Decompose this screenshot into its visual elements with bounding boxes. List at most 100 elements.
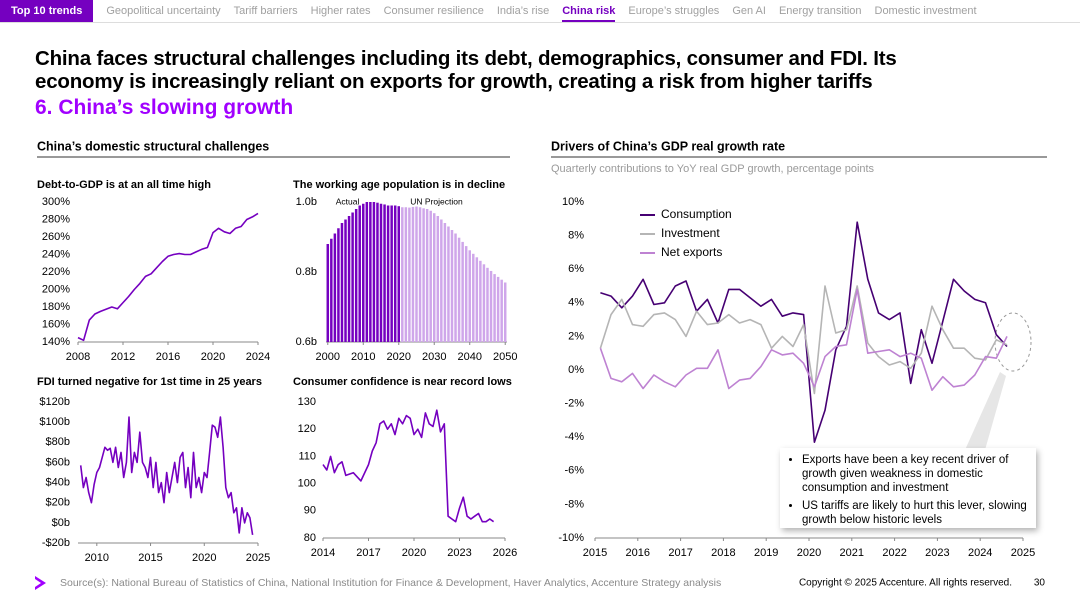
y-tick-label: 0% xyxy=(568,364,584,376)
bar xyxy=(330,238,333,342)
y-tick-label: 280% xyxy=(42,213,70,225)
x-tick-label: 2015 xyxy=(138,552,162,564)
bar xyxy=(496,276,500,342)
callout-bullet: Exports have been a key recent driver of… xyxy=(802,453,1028,495)
bar xyxy=(358,205,361,342)
bar xyxy=(337,228,340,342)
bar xyxy=(351,212,354,342)
data-line xyxy=(600,221,1008,443)
page-number: 30 xyxy=(1034,578,1046,589)
y-tick-label: 160% xyxy=(42,318,70,330)
logo xyxy=(35,576,46,590)
x-tick-label: 2030 xyxy=(422,351,446,363)
y-tick-label: 6% xyxy=(568,263,584,275)
nav-tab[interactable]: Geopolitical uncertainty xyxy=(106,5,221,17)
y-tick-label: 0.8b xyxy=(296,266,317,278)
x-tick-label: 2012 xyxy=(111,351,135,363)
x-tick-label: 2023 xyxy=(447,547,471,559)
x-tick-label: 2000 xyxy=(316,351,340,363)
y-tick-label: 80 xyxy=(304,532,316,544)
data-line xyxy=(79,416,254,536)
y-tick-label: -10% xyxy=(558,532,584,544)
x-tick-label: 2008 xyxy=(66,351,90,363)
slide-subtitle: 6. China’s slowing growth xyxy=(35,96,294,119)
bar xyxy=(401,207,404,342)
chart-title: Debt-to-GDP is at an all time high xyxy=(37,179,211,191)
y-tick-label: -8% xyxy=(564,498,584,510)
callout-pointer xyxy=(965,372,1006,450)
bar xyxy=(472,253,475,342)
y-tick-label: 0.6b xyxy=(296,336,317,348)
bar xyxy=(433,213,436,342)
bar xyxy=(475,257,479,342)
chart-title: FDI turned negative for 1st time in 25 y… xyxy=(37,376,262,388)
y-tick-label: -6% xyxy=(564,465,584,477)
series-annotation: Actual xyxy=(336,196,360,206)
y-tick-label: 180% xyxy=(42,301,70,313)
bar xyxy=(415,206,418,342)
bar xyxy=(390,205,393,342)
bar xyxy=(354,209,358,342)
bar xyxy=(369,202,372,342)
bar xyxy=(486,267,489,342)
y-tick-label: 200% xyxy=(42,283,70,295)
nav-tab[interactable]: Energy transition xyxy=(778,5,862,17)
nav-tab[interactable]: Consumer resilience xyxy=(383,5,484,17)
legend-label: Investment xyxy=(661,226,720,240)
bar xyxy=(479,260,482,342)
y-tick-label: 300% xyxy=(42,196,70,208)
x-tick-label: 2025 xyxy=(246,552,270,564)
source: Source(s): National Bureau of Statistics… xyxy=(60,577,721,589)
nav-tab[interactable]: Higher rates xyxy=(310,5,371,17)
title-line: economy is increasingly reliant on expor… xyxy=(35,70,873,93)
chart-title: Drivers of China’s GDP real growth rate xyxy=(551,139,785,153)
x-tick-label: 2020 xyxy=(201,351,225,363)
nav-tab[interactable]: Tariff barriers xyxy=(233,5,298,17)
nav-tab[interactable]: Domestic investment xyxy=(874,5,977,17)
y-tick-label: -2% xyxy=(564,398,584,410)
nav-tab[interactable]: India’s rise xyxy=(496,5,550,17)
chart-title: Consumer confidence is near record lows xyxy=(293,376,512,388)
series-annotation: UN Projection xyxy=(410,196,463,206)
x-tick-label: 2024 xyxy=(968,547,992,559)
y-tick-label: 8% xyxy=(568,230,584,242)
bar xyxy=(500,279,503,342)
y-tick-label: 90 xyxy=(304,505,316,517)
bar xyxy=(393,205,397,342)
x-tick-label: 2017 xyxy=(668,547,692,559)
y-tick-label: 100 xyxy=(298,478,316,490)
bar xyxy=(422,208,425,342)
y-tick-label: $40b xyxy=(46,476,70,488)
x-tick-label: 2023 xyxy=(925,547,949,559)
x-tick-label: 2024 xyxy=(246,351,270,363)
bar xyxy=(326,244,330,342)
nav-tab[interactable]: Gen AI xyxy=(732,5,766,17)
x-tick-label: 2050 xyxy=(493,351,517,363)
y-tick-label: $20b xyxy=(46,497,70,509)
y-tick-label: 4% xyxy=(568,297,584,309)
x-tick-label: 2021 xyxy=(840,547,864,559)
bar xyxy=(365,202,369,342)
bar xyxy=(397,206,400,342)
bar xyxy=(408,207,411,342)
nav-tab[interactable]: Europe’s struggles xyxy=(628,5,720,17)
bar xyxy=(493,274,496,342)
x-tick-label: 2026 xyxy=(493,547,517,559)
nav-home[interactable]: Top 10 trends xyxy=(0,0,94,22)
y-tick-label: -$20b xyxy=(42,537,70,549)
callout-list: Exports have been a key recent driver of… xyxy=(788,453,1028,527)
y-tick-label: $100b xyxy=(39,416,70,428)
x-tick-label: 2016 xyxy=(626,547,650,559)
y-tick-label: 1.0b xyxy=(296,196,317,208)
bar xyxy=(450,230,454,342)
y-tick-label: $120b xyxy=(39,396,70,408)
chart-subtitle: Quarterly contributions to YoY real GDP … xyxy=(551,163,875,175)
x-tick-label: 2020 xyxy=(387,351,411,363)
nav-bar: Top 10 trends Geopolitical uncertainty Ta… xyxy=(0,0,1080,23)
x-tick-label: 2010 xyxy=(85,552,109,564)
y-tick-label: -4% xyxy=(564,431,584,443)
nav-tab[interactable]: China risk xyxy=(562,0,616,22)
legend-label: Consumption xyxy=(661,207,732,221)
